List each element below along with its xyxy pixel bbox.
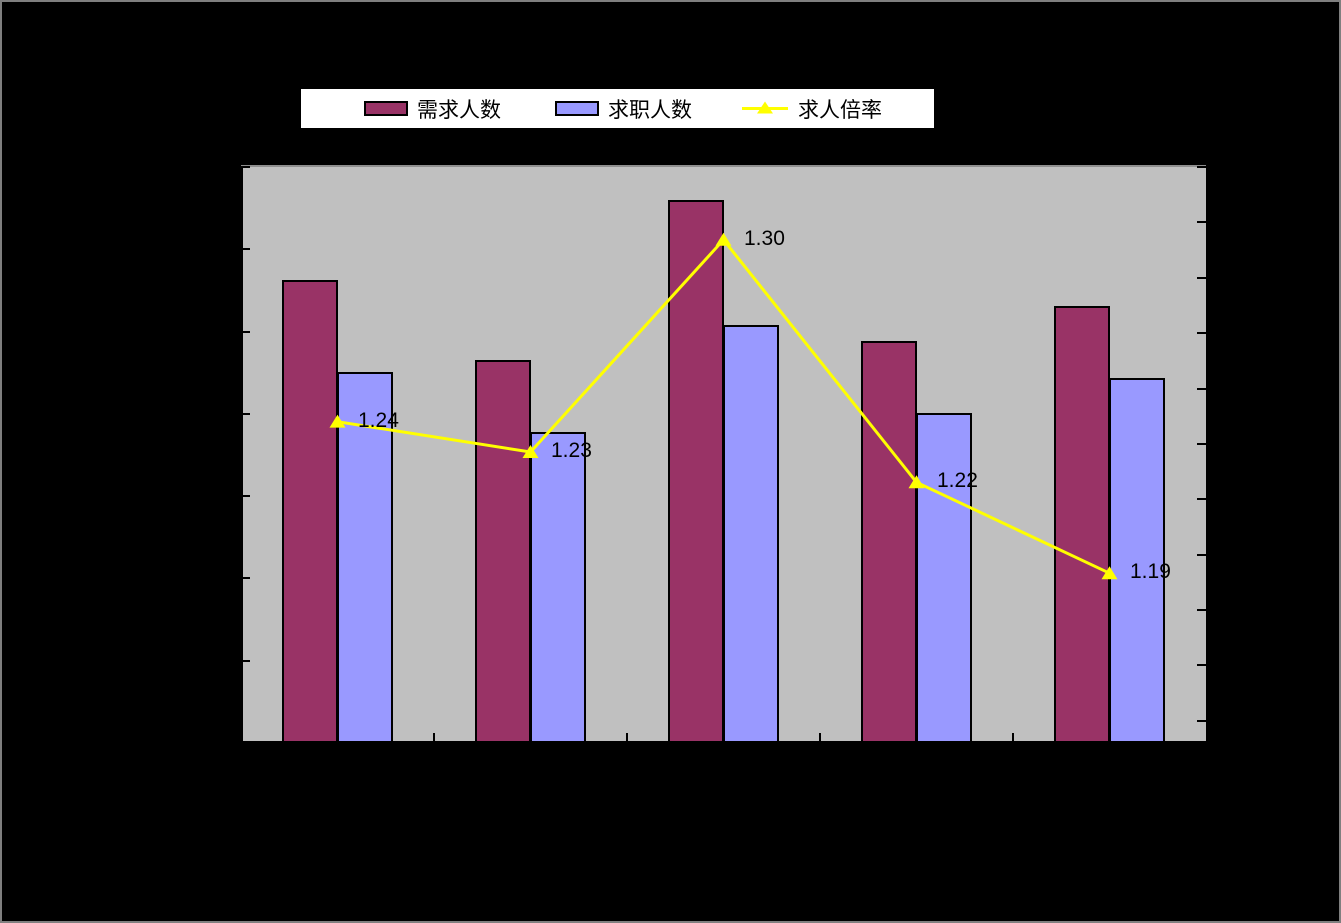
y2-axis-tick [1197, 498, 1210, 500]
ratio-data-label-2: 1.30 [744, 227, 785, 250]
x-axis-tick [819, 733, 821, 743]
y2-axis-tick [1197, 221, 1210, 223]
ratio-series-line-sample [742, 101, 788, 114]
x-axis-tick [1012, 733, 1014, 743]
legend-label-ratio: 求人倍率 [798, 98, 882, 122]
y2-axis-tick [1197, 388, 1210, 390]
y2-axis-tick [1197, 609, 1210, 611]
y2-axis-tick [1197, 554, 1210, 556]
y-axis-tick [237, 248, 250, 250]
legend-item-demand: 需求人数 [364, 89, 501, 128]
ratio-data-label-1: 1.23 [551, 439, 592, 462]
y-axis-tick [237, 577, 250, 579]
applicants-bar-0 [337, 372, 393, 743]
ratio-marker-3 [908, 475, 925, 489]
y2-axis-tick [1197, 277, 1210, 279]
y2-axis-tick [1197, 443, 1210, 445]
applicants-bar-2 [723, 325, 779, 743]
y2-axis-tick [1197, 166, 1210, 168]
x-axis-tick [433, 733, 435, 743]
y-axis-tick [237, 742, 250, 744]
demand-bar-4 [1054, 306, 1110, 743]
y2-axis-tick [1197, 664, 1210, 666]
y2-axis-tick [1197, 332, 1210, 334]
y-axis-tick [237, 166, 250, 168]
legend-label-applicants: 求职人数 [608, 98, 692, 122]
ratio-marker-1 [522, 444, 539, 458]
applicants-bar-3 [916, 413, 972, 743]
ratio-line-layer [329, 232, 1118, 580]
legend: 需求人数 求职人数 求人倍率 [299, 87, 936, 130]
y-axis-tick [237, 495, 250, 497]
applicants-bar-1 [530, 432, 586, 743]
ratio-marker-2 [715, 232, 732, 246]
ratio-data-label-4: 1.19 [1130, 560, 1171, 583]
legend-item-ratio: 求人倍率 [742, 89, 882, 128]
ratio-data-label-3: 1.22 [937, 469, 978, 492]
ratio-marker-4 [1101, 566, 1118, 580]
ratio-marker-0 [329, 414, 346, 428]
y-axis-tick [237, 660, 250, 662]
legend-item-applicants: 求职人数 [555, 89, 692, 128]
applicants-series-swatch [555, 101, 599, 116]
y-axis-tick [237, 413, 250, 415]
applicants-bar-4 [1109, 378, 1165, 743]
legend-label-demand: 需求人数 [417, 98, 501, 122]
x-axis-tick [626, 733, 628, 743]
y-axis-tick [237, 331, 250, 333]
demand-bar-0 [282, 280, 338, 743]
demand-series-swatch [364, 101, 408, 116]
y-axis-line [241, 167, 243, 743]
plot-area: 1.24 1.23 1.30 1.22 1.19 [237, 165, 1210, 744]
ratio-data-label-0: 1.24 [358, 409, 399, 432]
ratio-line [337, 237, 1111, 575]
triangle-marker-icon [757, 101, 773, 114]
y2-axis-tick [1197, 720, 1210, 722]
